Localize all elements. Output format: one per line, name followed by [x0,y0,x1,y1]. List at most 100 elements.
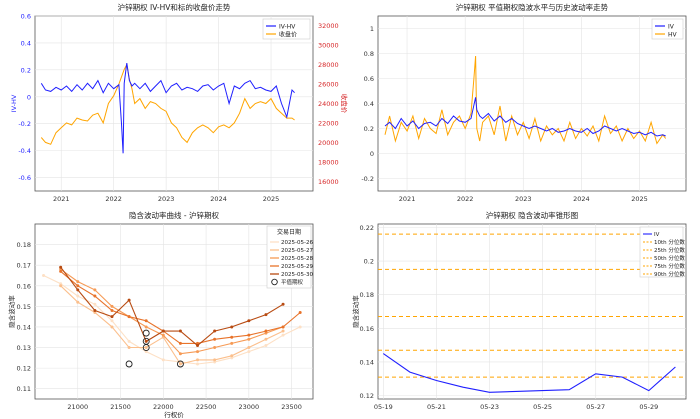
x-tick-label: 21500 [110,403,131,411]
chart-panel-2: -0.2 0 0.2 0.4 0.6 0.8 1 2021 2022 2023 2024 2025 沪锌… [361,2,687,203]
smile-point [178,329,182,333]
x-tick-label: 22000 [153,403,174,411]
y2-tick-label: 20000 [318,139,339,147]
y-tick-label: 0.17 [17,262,31,270]
smile-point [93,294,97,298]
smile-point [110,319,114,323]
plot-frame [34,15,314,192]
plot-frame [377,223,687,400]
legend-box [639,226,684,278]
x-tick-label: 05-19 [374,403,393,411]
legend-label: 2025-05-26 [281,240,313,246]
smile-point [264,329,268,333]
smile-point [264,337,268,341]
smile-point [281,325,285,329]
smile-point [76,300,80,304]
smile-point [213,337,217,341]
smile-point [196,358,200,362]
y2-tick-label: 28000 [318,61,339,69]
smile-point [264,343,268,347]
smile-point [196,362,200,366]
y2-tick-label: 24000 [318,100,339,108]
smile-point [230,335,234,339]
y2-tick-label: 22000 [318,119,339,127]
y-tick-label: 0.4 [364,100,374,108]
smile-point [281,329,285,333]
legend-label: 收盘价 [279,31,297,39]
y-axis-label: 隐含波动率 [7,295,16,328]
smile-point [76,280,80,284]
y-tick-label: -0.6 [18,174,31,182]
smile-point [42,273,46,277]
chart-title: 隐含波动率曲线 - 沪锌期权 [129,210,219,220]
smile-point [298,311,302,315]
x-tick-label: 2024 [573,195,590,203]
smile-point [230,325,234,329]
y-tick-label: 0.4 [21,39,31,47]
smile-point [247,337,251,341]
y-tick-label: 0.22 [360,224,374,232]
smile-point [196,343,200,347]
smile-point [161,358,165,362]
y-tick-label: 0.16 [360,325,374,333]
legend-label: 2025-05-29 [281,264,313,270]
smile-point [178,341,182,345]
y-tick-label: 1 [370,25,374,33]
x-tick-label: 05-29 [639,403,658,411]
y2-tick-label: 32000 [318,22,339,30]
plot-frame [34,223,314,400]
smile-point [247,333,251,337]
y2-tick-label: 30000 [318,42,339,50]
legend-label: 2025-05-27 [281,248,313,254]
smile-point [213,360,217,364]
x-tick-label: 05-21 [427,403,446,411]
legend-title: 交易日期 [277,228,301,236]
smile-point [59,284,63,288]
smile-point [127,346,131,350]
y-tick-label: 0.12 [17,365,31,373]
y-tick-label: 0.18 [17,241,31,249]
smile-point [59,265,63,269]
y-tick-label: 0.16 [17,282,31,290]
smile-point [213,346,217,350]
x-tick-label: 2022 [457,195,474,203]
y-tick-label: 0 [370,150,374,158]
y-tick-label: -0.4 [18,147,31,155]
legend-label: 90th 分位数 [654,270,685,278]
legend-label: HV [668,32,678,39]
smile-point [127,298,131,302]
x-tick-label: 2025 [263,195,280,203]
x-tick-label: 2021 [399,195,416,203]
y-tick-label: 0.13 [17,344,31,352]
smile-point [178,352,182,356]
smile-point [281,302,285,306]
atm-marker [125,360,133,368]
legend-label: 50th 分位数 [654,254,685,262]
smile-line [60,285,284,365]
legend-label: 25th 分位数 [654,246,685,254]
x-tick-label: 2023 [515,195,532,203]
atm-marker [142,329,150,337]
y-tick-label: 0.18 [360,291,374,299]
x-axis-label: 行权价 [164,410,184,419]
x-tick-label: 05-25 [533,403,552,411]
x-tick-label: 2021 [53,195,70,203]
smile-point [59,269,63,273]
smile-point [110,304,114,308]
smile-point [93,311,97,315]
legend-label: IV [668,24,675,31]
smile-point [298,325,302,329]
x-tick-label: 2023 [158,195,175,203]
legend-label: 2025-05-30 [281,272,313,278]
chart-panel-3: 0.11 0.12 0.13 0.14 0.15 0.16 0.17 0.18 21000 215… [7,210,313,419]
y2-axis-label: 收盘价 [340,94,349,114]
smile-line [60,268,284,355]
smile-point [93,308,97,312]
y2-tick-label: 16000 [318,178,339,186]
chart-title: 沪锌期权 隐含波动率锥形图 [486,210,578,220]
y-tick-label: 0.6 [364,75,374,83]
